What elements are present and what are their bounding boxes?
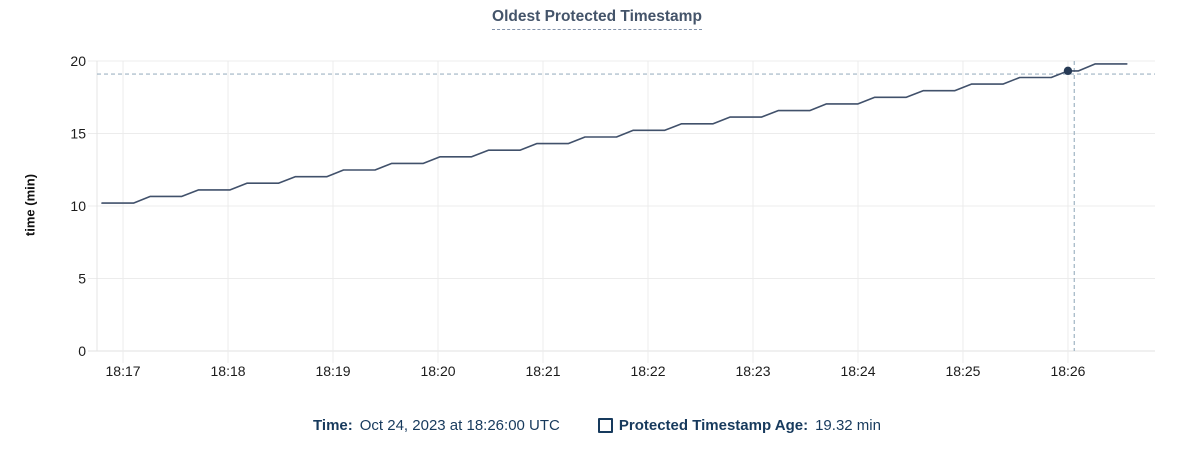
chart-legend: Time: Oct 24, 2023 at 18:26:00 UTC Prote… <box>0 417 1194 434</box>
x-tick-label: 18:20 <box>420 363 455 379</box>
y-tick-label: 5 <box>78 271 86 287</box>
legend-time-label: Time: <box>313 417 353 434</box>
x-tick-label: 18:23 <box>735 363 770 379</box>
x-tick-label: 18:26 <box>1050 363 1085 379</box>
x-tick-label: 18:18 <box>211 363 246 379</box>
legend-series-label: Protected Timestamp Age: <box>618 417 809 434</box>
legend-time-item: Time: Oct 24, 2023 at 18:26:00 UTC <box>313 417 560 434</box>
x-tick-label: 18:17 <box>106 363 141 379</box>
x-tick-label: 18:19 <box>315 363 350 379</box>
chart-title-row: Oldest Protected Timestamp <box>0 8 1194 30</box>
legend-time-value: Oct 24, 2023 at 18:26:00 UTC <box>359 417 560 434</box>
x-tick-label: 18:22 <box>630 363 665 379</box>
y-tick-label: 20 <box>70 53 86 69</box>
legend-series-item: Protected Timestamp Age: 19.32 min <box>597 417 881 434</box>
hovered-data-point <box>1063 66 1073 76</box>
x-tick-label: 18:21 <box>525 363 560 379</box>
chart-canvas[interactable]: 0 5 10 15 20 18:17 18:18 18:19 18:20 18:21 18:22 18… <box>0 38 1194 400</box>
y-tick-label: 15 <box>70 126 86 142</box>
legend-series-value: 19.32 min <box>815 417 881 434</box>
x-tick-label: 18:24 <box>840 363 875 379</box>
series-toggle-checkbox-icon[interactable] <box>597 418 613 433</box>
y-tick-label: 10 <box>70 198 86 214</box>
series-line <box>101 63 1128 204</box>
x-tick-label: 18:25 <box>945 363 980 379</box>
chart-title[interactable]: Oldest Protected Timestamp <box>492 8 702 30</box>
y-tick-label: 0 <box>78 343 86 359</box>
